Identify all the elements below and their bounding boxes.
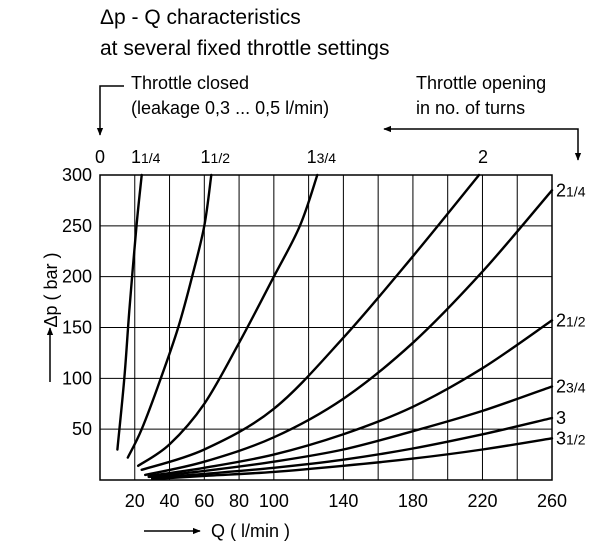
x-axis-ticks: 20 40 60 80 100 140 180 220 260 <box>125 491 567 511</box>
series-label: 21/4 <box>556 180 586 200</box>
x-tick-label: 220 <box>467 491 497 511</box>
throttle-opening-turns-label: in no. of turns <box>416 98 525 118</box>
chart-curves <box>116 173 554 481</box>
chart-grid <box>99 174 553 481</box>
throttle-opening-arrow <box>383 125 582 161</box>
series-line <box>151 416 554 480</box>
series-line <box>147 385 554 479</box>
y-tick-label: 250 <box>62 216 92 236</box>
series-line <box>151 437 554 481</box>
x-tick-label: 260 <box>537 491 567 511</box>
throttle-closed-arrow <box>96 85 124 136</box>
x-tick-label: 80 <box>229 491 249 511</box>
y-axis-ticks: 50 100 150 200 250 300 <box>62 165 92 439</box>
x-tick-label: 180 <box>398 491 428 511</box>
series-line <box>147 319 554 478</box>
series-label: 11/2 <box>201 147 231 167</box>
series-label: 2 <box>478 147 488 167</box>
series-label: 0 <box>95 147 105 167</box>
x-tick-label: 140 <box>328 491 358 511</box>
x-axis-label: Q ( l/min ) <box>211 521 290 541</box>
series-label: 11/4 <box>131 147 161 167</box>
series-line <box>140 173 481 471</box>
throttle-opening-label: Throttle opening <box>416 73 546 93</box>
series-label: 23/4 <box>556 376 586 396</box>
throttle-closed-label: Throttle closed <box>131 73 249 93</box>
chart-subtitle: at several fixed throttle settings <box>100 37 389 60</box>
series-line <box>126 173 213 459</box>
x-tick-label: 60 <box>194 491 214 511</box>
chart-title: Δp - Q characteristics <box>100 6 301 29</box>
y-tick-label: 200 <box>62 267 92 287</box>
series-line <box>144 189 554 477</box>
y-tick-label: 100 <box>62 368 92 388</box>
series-label: 3 <box>556 408 566 428</box>
throttle-closed-leakage-label: (leakage 0,3 ... 0,5 l/min) <box>131 98 329 118</box>
y-axis-label: Δp ( bar ) <box>41 252 61 327</box>
series-line <box>137 173 319 467</box>
series-label: 31/2 <box>556 428 586 448</box>
x-tick-label: 20 <box>125 491 145 511</box>
x-tick-label: 100 <box>259 491 289 511</box>
series-line <box>116 173 143 451</box>
y-tick-label: 300 <box>62 165 92 185</box>
curve-labels: 0 11/4 11/2 13/4 2 21/4 21/2 23/4 331/2 <box>95 147 586 448</box>
y-tick-label: 50 <box>72 419 92 439</box>
plot-frame <box>99 174 553 481</box>
series-label: 21/2 <box>556 310 586 330</box>
y-tick-label: 150 <box>62 318 92 338</box>
series-label: 13/4 <box>307 147 337 167</box>
x-tick-label: 40 <box>160 491 180 511</box>
